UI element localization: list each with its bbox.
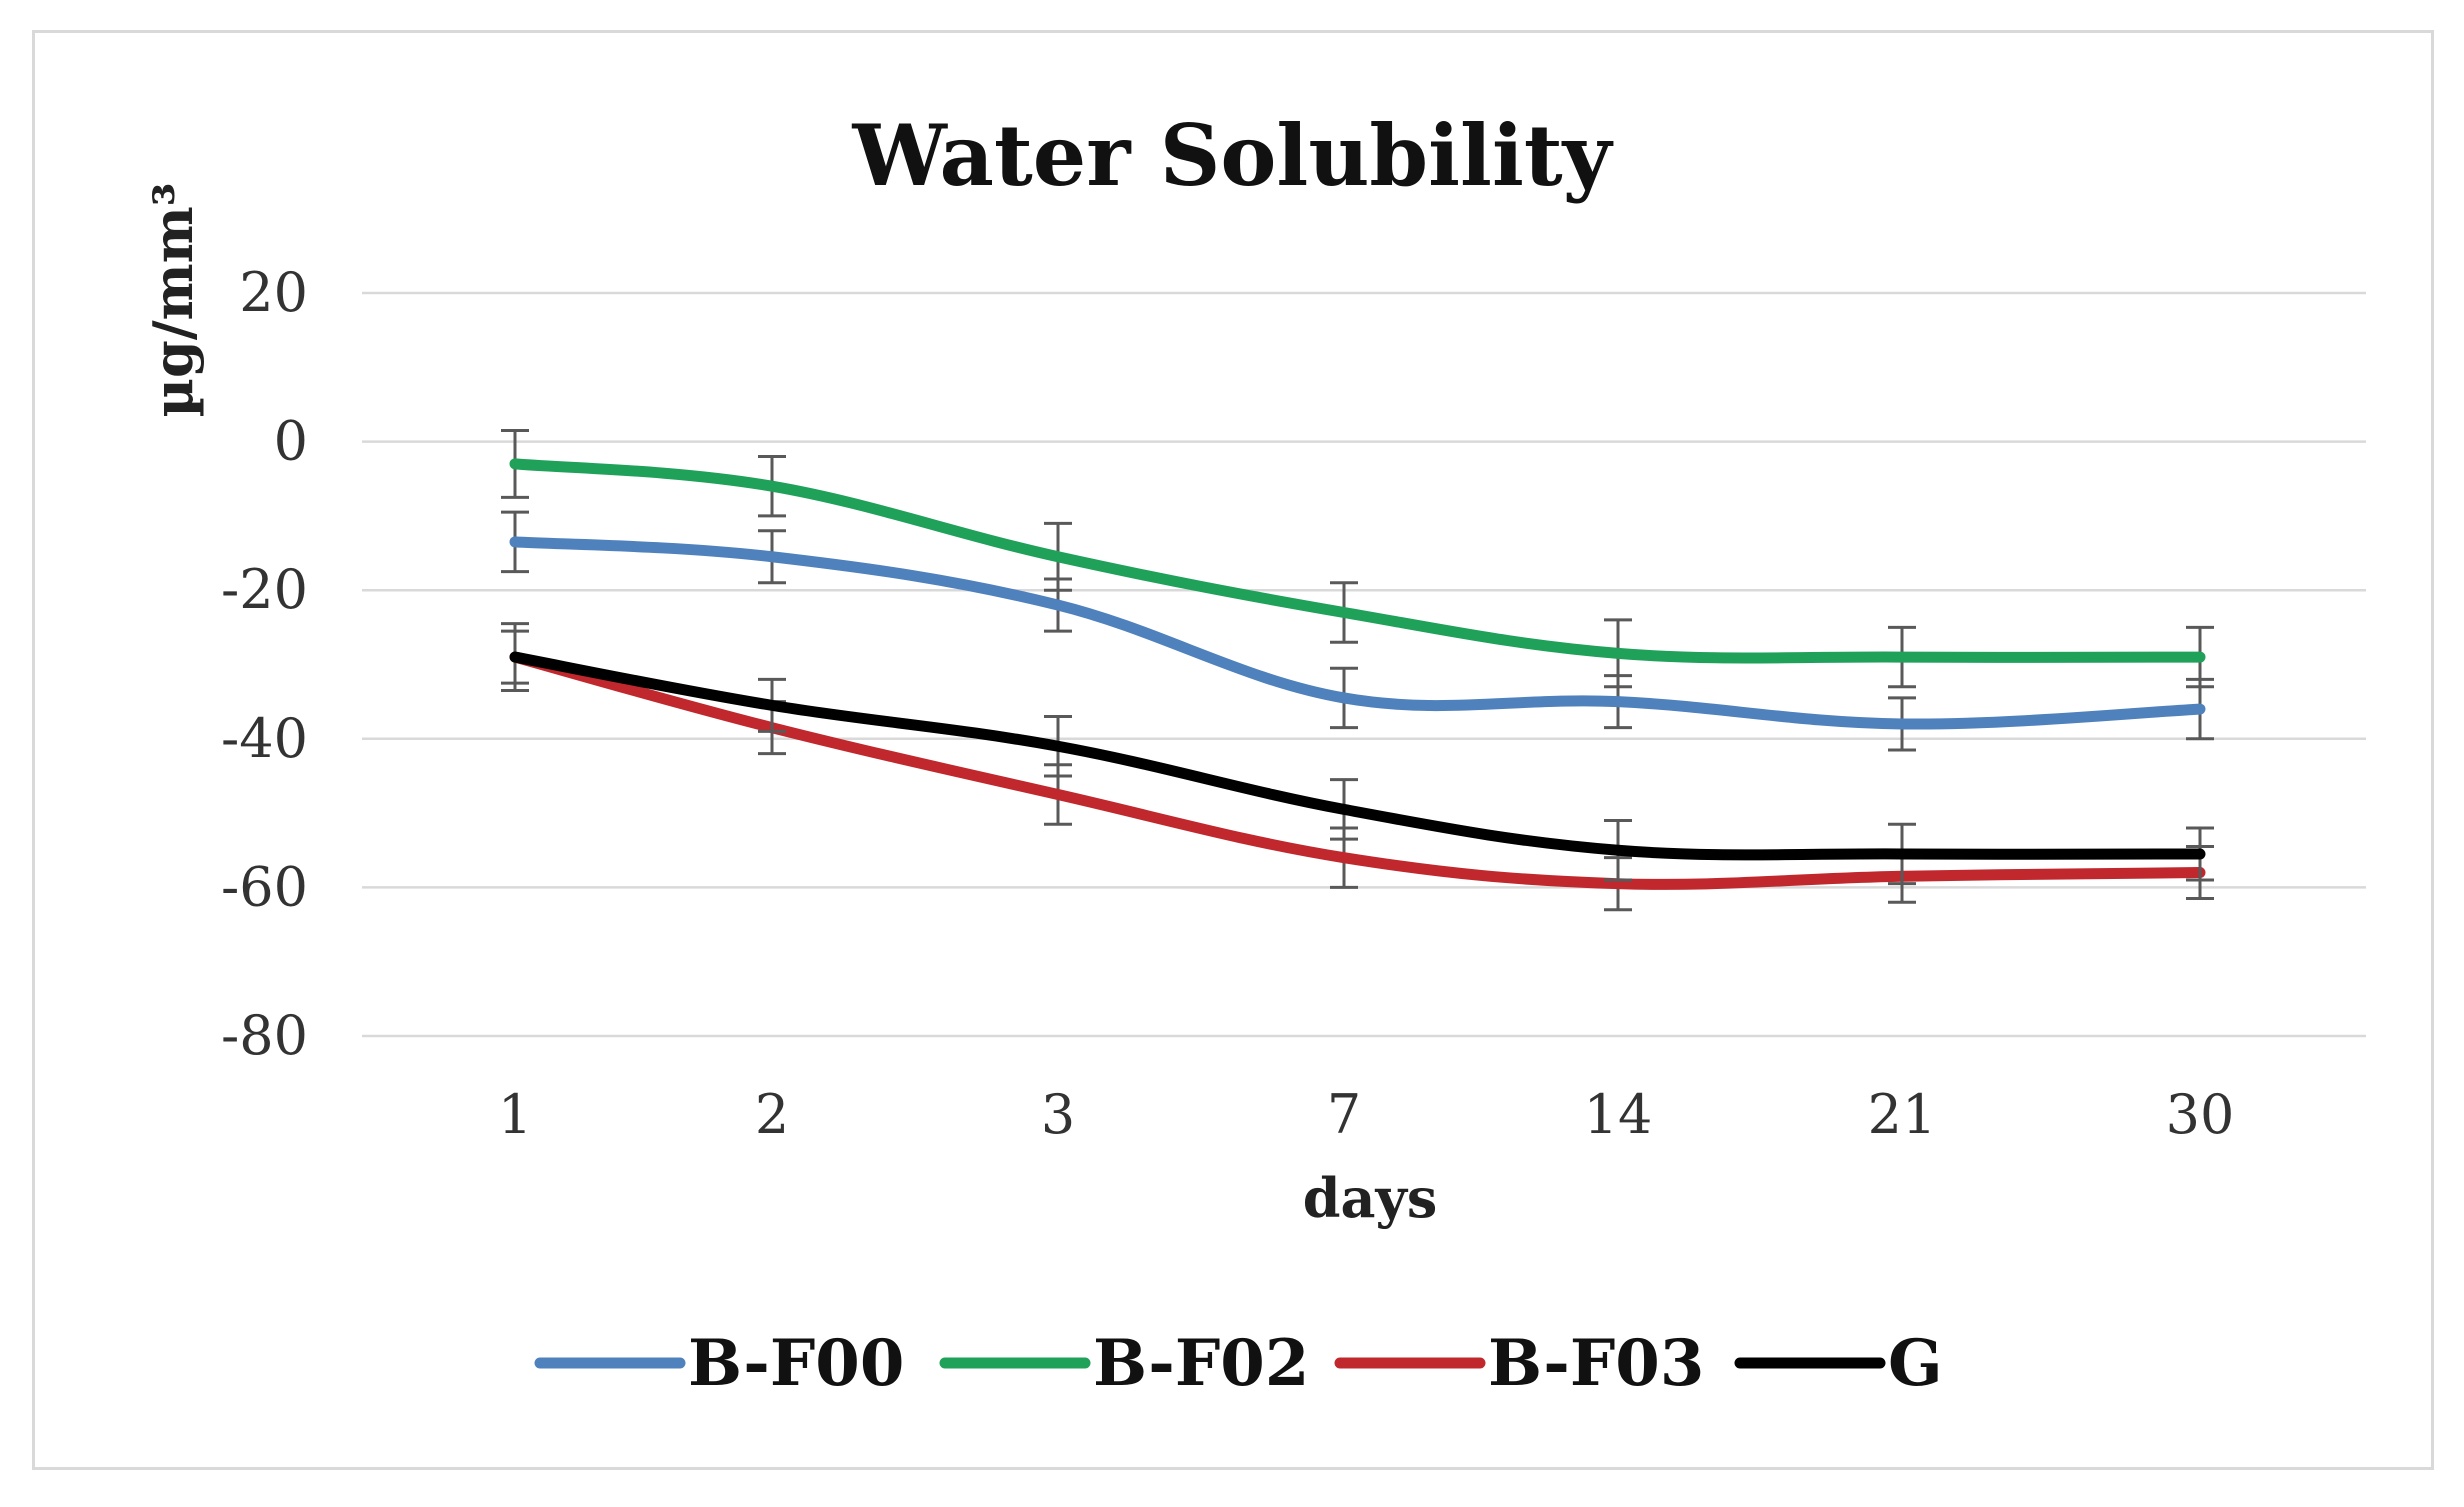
x-tick-label-6: 30	[2166, 1083, 2235, 1146]
x-tick-label-1: 2	[755, 1083, 789, 1146]
legend: B-F00 B-F02 B-F03 G	[534, 1326, 1943, 1401]
y-tick-label-4: -60	[221, 855, 308, 918]
plot-series	[501, 428, 2214, 912]
legend-label-B-F00: B-F00	[688, 1326, 904, 1401]
y-tick-label-3: -40	[221, 707, 308, 770]
series-line-G	[509, 651, 2206, 861]
y-tick-label-5: -80	[221, 1004, 308, 1067]
chart-title: Water Solubility	[852, 106, 1614, 205]
x-tick-label-3: 7	[1327, 1083, 1361, 1146]
x-tick-label-0: 1	[498, 1083, 532, 1146]
series-B-F00	[501, 510, 2214, 752]
series-G	[501, 622, 2214, 886]
legend-label-G: G	[1888, 1326, 1943, 1401]
x-axis-title: days	[1303, 1166, 1438, 1230]
y-tick-label-0: 20	[239, 261, 308, 324]
series-B-F02	[501, 428, 2214, 689]
y-tick-label-2: -20	[221, 558, 308, 621]
series-B-F03	[501, 629, 2214, 912]
y-axis-title: µg/mm³	[141, 183, 205, 418]
x-tick-label-4: 14	[1584, 1083, 1653, 1146]
y-axis-ticks: 20 0 -20 -40 -60 -80	[221, 261, 308, 1067]
x-axis-ticks: 1 2 3 7 14 21 30	[498, 1083, 2235, 1146]
chart-frame	[32, 30, 2434, 1470]
x-tick-label-2: 3	[1041, 1083, 1075, 1146]
x-tick-label-5: 21	[1868, 1083, 1937, 1146]
y-tick-label-1: 0	[274, 410, 308, 473]
legend-label-B-F03: B-F03	[1488, 1326, 1704, 1401]
series-line-B-F00	[509, 536, 2206, 730]
legend-label-B-F02: B-F02	[1093, 1326, 1309, 1401]
gridlines	[362, 291, 2366, 1038]
series-line-B-F02	[509, 458, 2206, 664]
